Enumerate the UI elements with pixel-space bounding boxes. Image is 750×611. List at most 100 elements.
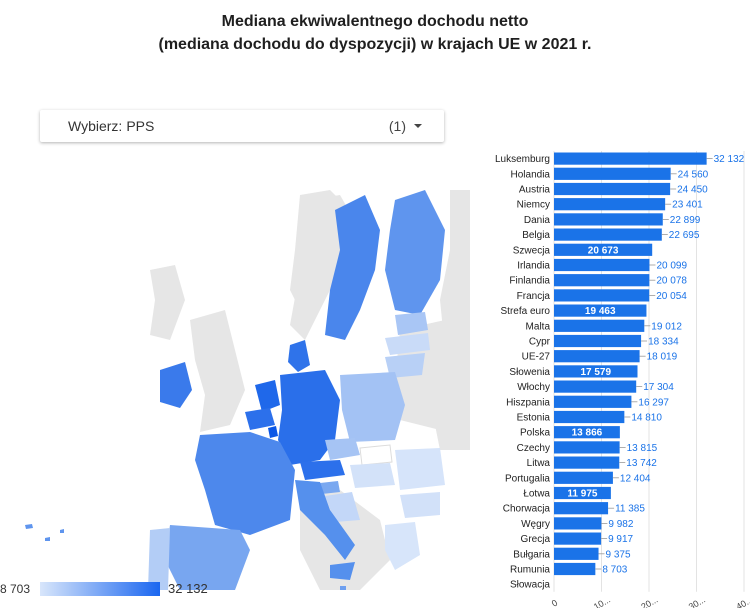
bar[interactable]: [554, 395, 632, 408]
category-label: Bułgaria: [513, 549, 550, 560]
bar[interactable]: [554, 350, 640, 363]
category-label: Litwa: [527, 458, 551, 469]
value-label: 13 815: [627, 443, 658, 454]
map-croatia[interactable]: [325, 492, 360, 522]
bar[interactable]: [554, 517, 602, 530]
bar[interactable]: [554, 426, 620, 439]
map-netherlands[interactable]: [255, 380, 280, 412]
category-label: Malta: [526, 321, 551, 332]
map-denmark[interactable]: [288, 340, 310, 372]
bar[interactable]: [554, 410, 625, 424]
map-uk: [190, 310, 245, 432]
europe-map[interactable]: [0, 150, 470, 590]
x-tick-label: 0: [550, 598, 559, 608]
value-label: 23 401: [672, 200, 703, 211]
category-label: Luksemburg: [495, 154, 550, 165]
value-label: 8 703: [602, 565, 627, 576]
bar[interactable]: [554, 456, 620, 469]
map-ireland[interactable]: [160, 362, 192, 408]
map-slovakia[interactable]: [359, 444, 393, 466]
bar[interactable]: [554, 213, 663, 226]
map-italy[interactable]: [295, 480, 355, 580]
bar[interactable]: [554, 304, 647, 317]
map-bulgaria[interactable]: [400, 492, 440, 518]
value-label: 20 099: [656, 261, 687, 272]
category-label: Dania: [524, 215, 551, 226]
bar[interactable]: [554, 471, 613, 484]
chevron-down-icon[interactable]: [414, 124, 422, 128]
legend-min-label: 8 703: [0, 582, 31, 596]
category-label: Czechy: [517, 443, 550, 454]
value-label: 22 899: [670, 215, 701, 226]
category-label: Belgia: [522, 230, 550, 241]
bar-chart: Luksemburg 32 132 Holandia 24 560 Austria 24 …: [495, 151, 750, 608]
map-germany[interactable]: [278, 370, 340, 465]
chart-title: Mediana ekwiwalentnego dochodu netto (me…: [0, 10, 750, 56]
value-label: 13 742: [626, 458, 657, 469]
category-label: Węgry: [521, 519, 550, 530]
map-hungary[interactable]: [350, 463, 395, 488]
map-france[interactable]: [195, 432, 295, 535]
map-poland[interactable]: [340, 372, 405, 442]
category-label: Rumunia: [510, 565, 550, 576]
value-label: 17 304: [643, 382, 674, 393]
bar[interactable]: [554, 502, 609, 515]
title-line-1: Mediana ekwiwalentnego dochodu netto: [221, 13, 529, 30]
bar[interactable]: [554, 365, 638, 378]
category-label: Niemcy: [517, 200, 550, 211]
bar[interactable]: [554, 228, 662, 241]
map-czechia[interactable]: [325, 438, 360, 460]
map-portugal[interactable]: [148, 528, 170, 590]
map-finland[interactable]: [385, 190, 445, 315]
bar[interactable]: [554, 334, 642, 348]
map-estonia[interactable]: [395, 312, 428, 335]
map-greece[interactable]: [385, 522, 420, 570]
map-luxembourg[interactable]: [268, 426, 278, 438]
value-label: 14 810: [631, 413, 662, 424]
map-austria[interactable]: [300, 460, 345, 480]
bar[interactable]: [554, 243, 653, 256]
category-label: UE-27: [522, 352, 551, 363]
value-label: 9 982: [608, 519, 633, 530]
bar[interactable]: [554, 258, 650, 272]
value-label: 9 375: [606, 549, 631, 560]
bar[interactable]: [554, 441, 620, 454]
category-label: Szwecja: [513, 245, 551, 256]
bar[interactable]: [554, 198, 666, 211]
category-label: Cypr: [529, 337, 551, 348]
bar[interactable]: [554, 547, 599, 560]
value-label: 18 019: [647, 352, 678, 363]
bar[interactable]: [554, 152, 707, 165]
map-malta[interactable]: [340, 586, 346, 590]
map-spain[interactable]: [165, 525, 250, 590]
measure-selector[interactable]: Wybierz: PPS (1): [40, 110, 444, 142]
map-romania[interactable]: [395, 448, 445, 490]
bar[interactable]: [554, 289, 650, 302]
value-label: 17 579: [580, 367, 611, 378]
category-label: Francja: [517, 291, 551, 302]
value-label: 9 917: [608, 534, 633, 545]
bar[interactable]: [554, 182, 671, 196]
bar[interactable]: [554, 532, 602, 545]
x-tick-label: 30...: [687, 594, 707, 608]
title-line-2: (mediana dochodu do dyspozycji) w krajac…: [158, 36, 592, 53]
map-lithuania[interactable]: [385, 353, 425, 378]
value-label: 20 054: [656, 291, 687, 302]
bar[interactable]: [554, 380, 637, 393]
x-tick-label: 20...: [639, 594, 659, 608]
category-label: Polska: [520, 428, 550, 439]
map-latvia[interactable]: [385, 333, 430, 355]
value-label: 18 334: [648, 337, 679, 348]
legend-max-label: 32 132: [168, 581, 208, 596]
bar[interactable]: [554, 167, 671, 180]
bar[interactable]: [554, 562, 596, 576]
bar[interactable]: [554, 319, 645, 332]
bar[interactable]: [554, 274, 650, 287]
value-label: 20 078: [656, 276, 687, 287]
map-sweden[interactable]: [325, 195, 380, 340]
map-slovenia[interactable]: [320, 481, 340, 494]
map-belgium[interactable]: [245, 408, 275, 430]
legend-gradient: [40, 582, 160, 596]
bar[interactable]: [554, 486, 611, 500]
x-tick-label: 40...: [734, 594, 750, 608]
